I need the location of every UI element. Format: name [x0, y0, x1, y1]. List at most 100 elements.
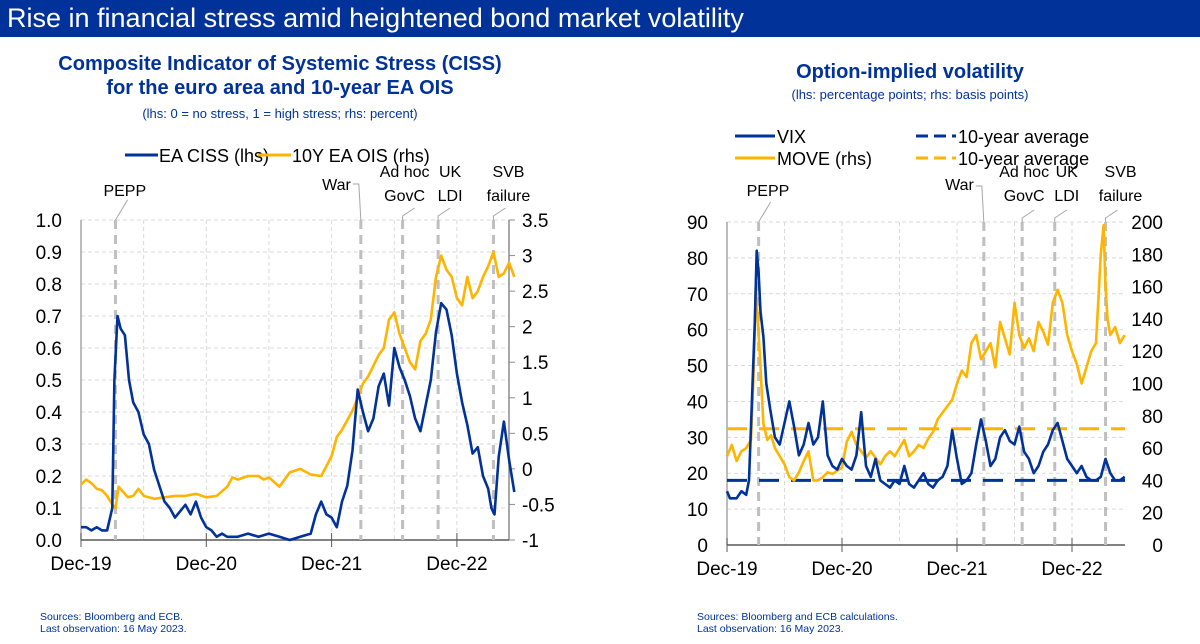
event-label: PEPP [103, 183, 146, 200]
left-chart-title: Composite Indicator of Systemic Stress (… [0, 52, 560, 100]
y-tick-label: 0 [697, 536, 708, 557]
page-title: Rise in financial stress amid heightened… [0, 0, 1200, 39]
y-tick-label: 20 [687, 464, 708, 485]
y2-tick-label: 0.5 [522, 424, 548, 445]
event-label: SVB [1105, 164, 1137, 181]
y2-tick-label: -0.5 [522, 495, 555, 516]
left-last-observation: Last observation: 16 May 2023. [40, 623, 187, 635]
event-label: PEPP [747, 183, 790, 200]
event-leader [1021, 209, 1035, 222]
series-line-vix [725, 249, 1126, 500]
y2-tick-label: 3 [522, 247, 533, 268]
y2-tick-label: 120 [1131, 342, 1163, 363]
right-chart: 0 10 20 30 40 50 60 70 80 90 0 20 40 60 80 100 120 140 160… [687, 164, 1163, 580]
y2-tick-label: -1 [522, 531, 539, 552]
y2-tick-label: 40 [1142, 471, 1163, 492]
y2-tick-label: 60 [1142, 439, 1163, 460]
y2-tick-label: 2 [522, 318, 533, 339]
x-tick-label: Dec-21 [301, 554, 362, 575]
y2-tick-label: 140 [1131, 310, 1163, 331]
right-last-observation: Last observation: 16 May 2023. [697, 623, 844, 635]
y2-tick-label: 0 [522, 460, 533, 481]
y-tick-label: 0.6 [36, 339, 62, 360]
left-chart: 0.0 0.1 0.2 0.3 0.4 0.5 0.6 0.7 0.8 0.9 1.0 -1 -0.5 0… [36, 164, 555, 575]
legend-label-ois: 10Y EA OIS (rhs) [292, 146, 430, 166]
event-leader [758, 201, 772, 223]
x-tick-label: Dec-19 [696, 559, 757, 580]
y2-tick-label: 200 [1131, 213, 1163, 234]
x-tick-label: Dec-22 [426, 554, 487, 575]
y-tick-label: 1.0 [36, 211, 62, 232]
event-label: War [322, 177, 351, 194]
y-tick-label: 0.9 [36, 243, 62, 264]
y2-tick-label: 80 [1142, 407, 1163, 428]
left-chart-footnote: Sources: Bloomberg and ECB. Last observa… [40, 611, 187, 635]
y-tick-label: 90 [687, 213, 708, 234]
event-label: GovC [1004, 188, 1045, 205]
right-chart-subtitle: (lhs: percentage points; rhs: basis poin… [791, 87, 1029, 102]
y-tick-label: 40 [687, 392, 708, 413]
series-line-ea-ciss-lhs [81, 301, 516, 542]
left-chart-title-line-1: Composite Indicator of Systemic Stress (… [58, 53, 502, 75]
legend-label-ea-ciss: EA CISS (lhs) [159, 146, 269, 166]
event-leader [492, 207, 506, 220]
y-tick-label: 80 [687, 249, 708, 270]
x-tick-label: Dec-20 [176, 554, 237, 575]
event-label: Ad hoc [999, 164, 1049, 181]
event-leader [975, 185, 985, 223]
y-tick-label: 0.8 [36, 275, 62, 296]
y-tick-label: 60 [687, 321, 708, 342]
legend-label-move-avg: 10-year average [958, 149, 1089, 169]
series-line-move-rhs [725, 223, 1126, 482]
right-chart-footnote: Sources: Bloomberg and ECB calculations.… [697, 611, 898, 635]
event-label: UK [1056, 164, 1079, 181]
left-sources: Sources: Bloomberg and ECB. [40, 611, 183, 623]
right-legend: VIX MOVE (rhs) 10-year average 10-year a… [735, 127, 1089, 169]
y-tick-label: 0.1 [36, 499, 62, 520]
y2-tick-label: 0 [1152, 536, 1163, 557]
event-label: SVB [492, 164, 524, 181]
y-tick-label: 10 [687, 500, 708, 521]
y-tick-label: 50 [687, 357, 708, 378]
right-chart-title: Option-implied volatility [796, 61, 1024, 83]
event-label: UK [439, 164, 462, 181]
event-leader [437, 207, 451, 220]
y-tick-label: 30 [687, 428, 708, 449]
event-label: failure [1099, 188, 1143, 205]
legend-label-vix: VIX [777, 127, 806, 147]
y2-tick-label: 160 [1131, 278, 1163, 299]
event-leader [352, 183, 362, 221]
event-label: Ad hoc [380, 164, 430, 181]
y2-tick-label: 2.5 [522, 282, 548, 303]
y-tick-label: 0.2 [36, 467, 62, 488]
event-label: GovC [384, 188, 425, 205]
x-tick-label: Dec-21 [926, 559, 987, 580]
right-sources: Sources: Bloomberg and ECB calculations. [697, 611, 898, 623]
legend-label-vix-avg: 10-year average [958, 127, 1089, 147]
y-tick-label: 0.0 [36, 531, 62, 552]
event-leader [1105, 209, 1118, 222]
y-tick-label: 0.4 [36, 403, 63, 424]
x-tick-label: Dec-19 [50, 554, 111, 575]
event-label: failure [487, 188, 531, 205]
x-tick-label: Dec-22 [1041, 559, 1102, 580]
event-leader [115, 199, 128, 221]
event-leader [1054, 209, 1068, 222]
y2-tick-label: 1.5 [522, 353, 548, 374]
y-tick-label: 0.5 [36, 371, 62, 392]
y2-tick-label: 20 [1142, 504, 1163, 525]
y-tick-label: 0.3 [36, 435, 62, 456]
event-leader [402, 207, 415, 220]
x-tick-label: Dec-20 [811, 559, 872, 580]
y2-tick-label: 100 [1131, 375, 1163, 396]
y2-tick-label: 180 [1131, 245, 1163, 266]
event-label: LDI [438, 188, 463, 205]
left-legend: EA CISS (lhs) 10Y EA OIS (rhs) [125, 146, 430, 166]
left-chart-title-line-2: for the euro area and 10-year EA OIS [106, 77, 454, 99]
left-chart-subtitle: (lhs: 0 = no stress, 1 = high stress; rh… [142, 106, 418, 121]
series-line-10y-ea-ois-rhs [80, 250, 516, 510]
y-tick-label: 70 [687, 285, 708, 306]
y-tick-label: 0.7 [36, 307, 62, 328]
y2-tick-label: 1 [522, 389, 533, 410]
